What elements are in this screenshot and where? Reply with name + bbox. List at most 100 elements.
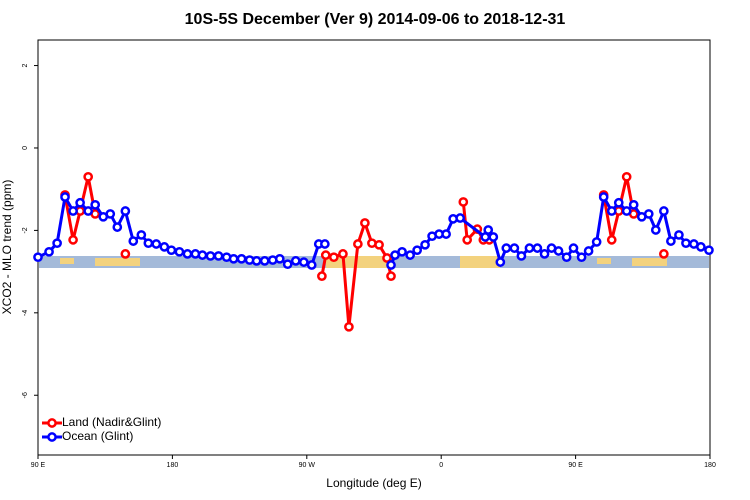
data-point [75,197,85,208]
data-point [659,206,669,216]
legend-label: Ocean (Glint) [62,429,133,443]
data-point [317,271,327,281]
data-point [151,239,162,249]
data-point [338,249,348,259]
x-tick-label: 180 [167,462,179,469]
data-point [83,171,94,182]
data-point [90,199,101,210]
data-point [509,243,520,253]
data-point [539,249,550,259]
data-point [374,239,384,250]
data-point [650,225,661,235]
data-point [516,251,527,261]
data-point [405,250,415,260]
data-point [205,251,216,261]
x-axis-label: Longitude (deg E) [326,476,421,490]
data-point [628,199,639,210]
x-tick-label: 0 [439,462,443,469]
data-point [382,253,392,263]
data-point [44,246,54,257]
y-tick-label: 2 [22,64,29,68]
data-point [583,246,594,256]
y-tick-label: -4 [22,310,29,316]
data-point [251,256,262,266]
data-point [259,256,270,266]
y-axis-label: XCO2 - MLO trend (ppm) [0,180,14,315]
data-point [483,225,494,235]
data-point [488,232,499,242]
data-point [197,250,208,260]
data-point [606,235,617,245]
data-point [606,206,617,216]
data-point [568,243,579,253]
x-tick-label: 90 E [568,462,583,469]
data-point [143,238,154,249]
data-point [68,235,78,245]
data-point [386,271,396,281]
data-point [112,222,123,232]
data-point [666,236,676,246]
data-point [561,252,572,263]
data-point [320,239,330,249]
data-point [166,245,177,256]
data-point [353,239,363,249]
land-strip [632,258,667,266]
legend-marker [47,432,57,442]
legend-marker [47,418,57,428]
data-point [576,252,587,263]
data-point [282,259,293,270]
land-strip [597,258,611,264]
data-point [298,257,309,267]
data-point [441,229,451,239]
legend-label: Land (Nadir&Glint) [62,415,161,429]
data-point [613,197,624,208]
data-point [182,249,193,259]
data-point [532,243,543,253]
data-point [674,230,684,240]
data-point [462,235,473,245]
map-strip [39,256,709,268]
data-point [228,253,239,264]
data-point [412,245,423,256]
data-point [120,206,131,216]
data-point [553,246,564,256]
data-point [501,243,512,253]
data-point [455,213,466,223]
data-point [360,218,370,228]
data-point [60,192,70,202]
data-point [386,260,396,270]
data-point [598,192,609,202]
data-point [643,209,654,219]
land-strip [95,258,140,266]
data-point [68,206,78,216]
data-point [236,253,247,264]
data-point [320,250,331,260]
land-strip [460,256,500,268]
data-point [621,206,632,216]
data-point [495,257,506,267]
y-tick-label: 0 [22,146,29,150]
data-point [128,236,139,246]
data-point [136,230,147,240]
data-point [704,245,714,256]
x-tick-label: 180 [704,462,716,469]
data-point [524,243,535,253]
data-point [52,238,62,249]
data-point [696,242,706,252]
x-tick-label: 90 E [31,462,46,469]
data-point [328,252,339,263]
chart-title: 10S-5S December (Ver 9) 2014-09-06 to 20… [185,11,566,28]
data-point [33,252,43,263]
x-tick-label: 90 W [299,462,316,469]
land-strip [60,258,74,264]
data-point [83,206,94,216]
data-point [174,246,185,257]
data-point [420,239,430,250]
data-point [659,249,669,259]
y-tick-label: -2 [22,227,29,233]
data-point [397,246,407,257]
y-tick-label: -6 [22,392,29,398]
legend: Land (Nadir&Glint)Ocean (Glint) [42,415,161,443]
data-point [344,321,354,332]
